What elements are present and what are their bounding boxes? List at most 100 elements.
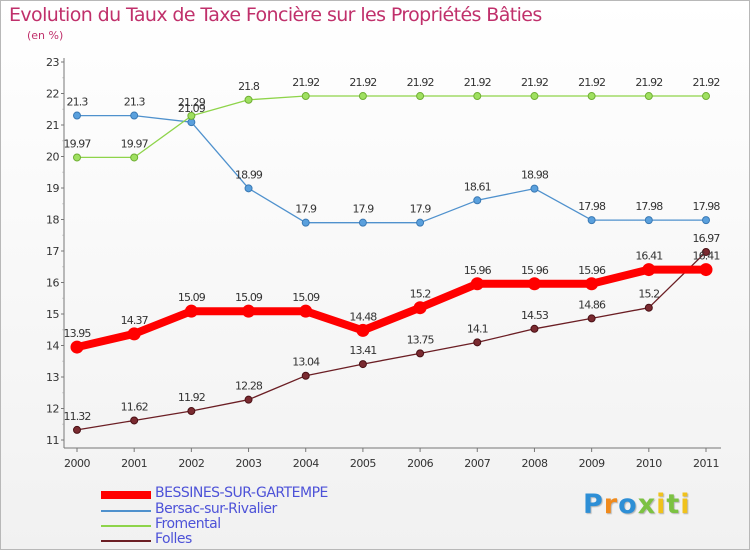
- data-label: 14.37: [121, 314, 149, 327]
- data-label: 16.41: [635, 250, 662, 263]
- data-label: 21.3: [67, 96, 89, 109]
- x-tick-label: 2006: [407, 457, 433, 470]
- data-point: [587, 216, 596, 225]
- data-point: [127, 327, 141, 341]
- data-label: 15.96: [578, 264, 606, 277]
- data-label: 21.92: [635, 76, 662, 89]
- data-point: [299, 304, 313, 318]
- x-tick-label: 2003: [236, 457, 262, 470]
- legend-swatch: [101, 540, 151, 542]
- data-point: [356, 323, 370, 337]
- data-point: [130, 416, 139, 425]
- x-tick-label: 2010: [636, 457, 662, 470]
- data-point: [73, 111, 81, 120]
- data-point: [587, 314, 596, 323]
- x-tick-label: 2005: [350, 457, 376, 470]
- data-point: [642, 263, 656, 277]
- x-tick-label: 2001: [121, 457, 147, 470]
- series-bersac-sur-rivalier: [73, 111, 710, 227]
- data-label: 19.97: [64, 137, 92, 150]
- data-label: 14.53: [521, 309, 549, 322]
- data-label: 17.98: [635, 200, 663, 213]
- legend-swatch: [101, 491, 151, 499]
- data-point: [416, 218, 425, 227]
- legend-label: BESSINES-SUR-GARTEMPE: [155, 485, 328, 501]
- data-label: 21.8: [238, 80, 260, 93]
- data-label: 18.99: [235, 168, 263, 181]
- brand-letter: i: [680, 489, 691, 520]
- data-label: 16.97: [693, 232, 721, 245]
- chart-title: Evolution du Taux de Taxe Foncière sur l…: [9, 4, 542, 26]
- data-label: 21.92: [464, 76, 491, 89]
- data-label: 17.9: [295, 203, 317, 216]
- data-label: 15.96: [464, 264, 492, 277]
- data-point: [301, 92, 310, 101]
- data-label: 14.86: [578, 298, 606, 311]
- legend-swatch: [101, 510, 151, 512]
- data-label: 15.09: [292, 291, 320, 304]
- data-point: [585, 277, 599, 291]
- data-label: 15.2: [638, 288, 659, 301]
- x-tick-label: 2011: [693, 457, 719, 470]
- data-point: [130, 153, 139, 162]
- data-point: [416, 92, 425, 101]
- data-point: [587, 92, 596, 101]
- data-label: 12.28: [235, 380, 263, 393]
- data-label: 17.9: [410, 203, 432, 216]
- data-point: [699, 263, 713, 277]
- data-point: [242, 304, 256, 318]
- data-point: [187, 407, 196, 416]
- data-point: [416, 349, 425, 358]
- data-label: 21.92: [521, 76, 548, 89]
- data-point: [358, 360, 367, 369]
- data-label: 18.61: [464, 180, 491, 193]
- legend-label: Fromental: [155, 516, 221, 532]
- y-tick-label: 14: [46, 340, 59, 353]
- series-line: [76, 95, 707, 159]
- brand-letter: i: [656, 489, 667, 520]
- y-tick-label: 21: [46, 119, 59, 132]
- legend-label: Folles: [155, 531, 192, 547]
- data-label: 15.09: [178, 291, 206, 304]
- y-tick-label: 22: [46, 88, 59, 101]
- data-label: 13.41: [349, 344, 376, 357]
- data-point: [702, 92, 710, 101]
- y-tick-label: 13: [46, 371, 59, 384]
- y-tick-label: 16: [46, 277, 59, 290]
- y-tick-label: 17: [46, 245, 59, 258]
- axes: 11 12 13 14 15 16 17 18 19 20 21 22 23 2000 2001 2002 20…: [46, 56, 721, 470]
- data-point: [702, 247, 710, 256]
- series-folles: [73, 247, 710, 434]
- legend-label: Bersac-sur-Rivalier: [155, 501, 277, 517]
- y-tick-label: 19: [46, 182, 59, 195]
- data-label: 17.98: [693, 200, 721, 213]
- data-point: [530, 184, 539, 193]
- data-label: 21.92: [349, 76, 376, 89]
- series-line: [76, 251, 707, 431]
- x-tick-label: 2002: [178, 457, 204, 470]
- data-label: 13.75: [407, 333, 435, 346]
- data-point: [530, 92, 539, 101]
- brand-letter: r: [603, 489, 619, 520]
- y-tick-label: 20: [46, 151, 59, 164]
- data-label: 14.1: [467, 322, 488, 335]
- y-tick-label: 23: [46, 56, 59, 69]
- data-point: [702, 216, 710, 225]
- brand-logo: Proxiti: [583, 489, 691, 520]
- data-point: [644, 303, 653, 312]
- data-point: [644, 216, 653, 225]
- y-tick-label: 12: [46, 403, 59, 416]
- data-point: [358, 218, 367, 227]
- x-tick-label: 2004: [293, 457, 319, 470]
- x-tick-label: 2008: [521, 457, 547, 470]
- x-tick-label: 2009: [579, 457, 605, 470]
- chart-subtitle: (en %): [27, 29, 64, 42]
- data-label: 16.41: [693, 250, 720, 263]
- data-labels: 11.32 11.62 11.92 12.28 13.04 13.41 13.75 14.1 1…: [64, 76, 722, 423]
- data-point: [358, 92, 367, 101]
- series-fromental: [73, 92, 710, 162]
- y-tick-label: 15: [46, 308, 59, 321]
- brand-letter: P: [583, 489, 604, 520]
